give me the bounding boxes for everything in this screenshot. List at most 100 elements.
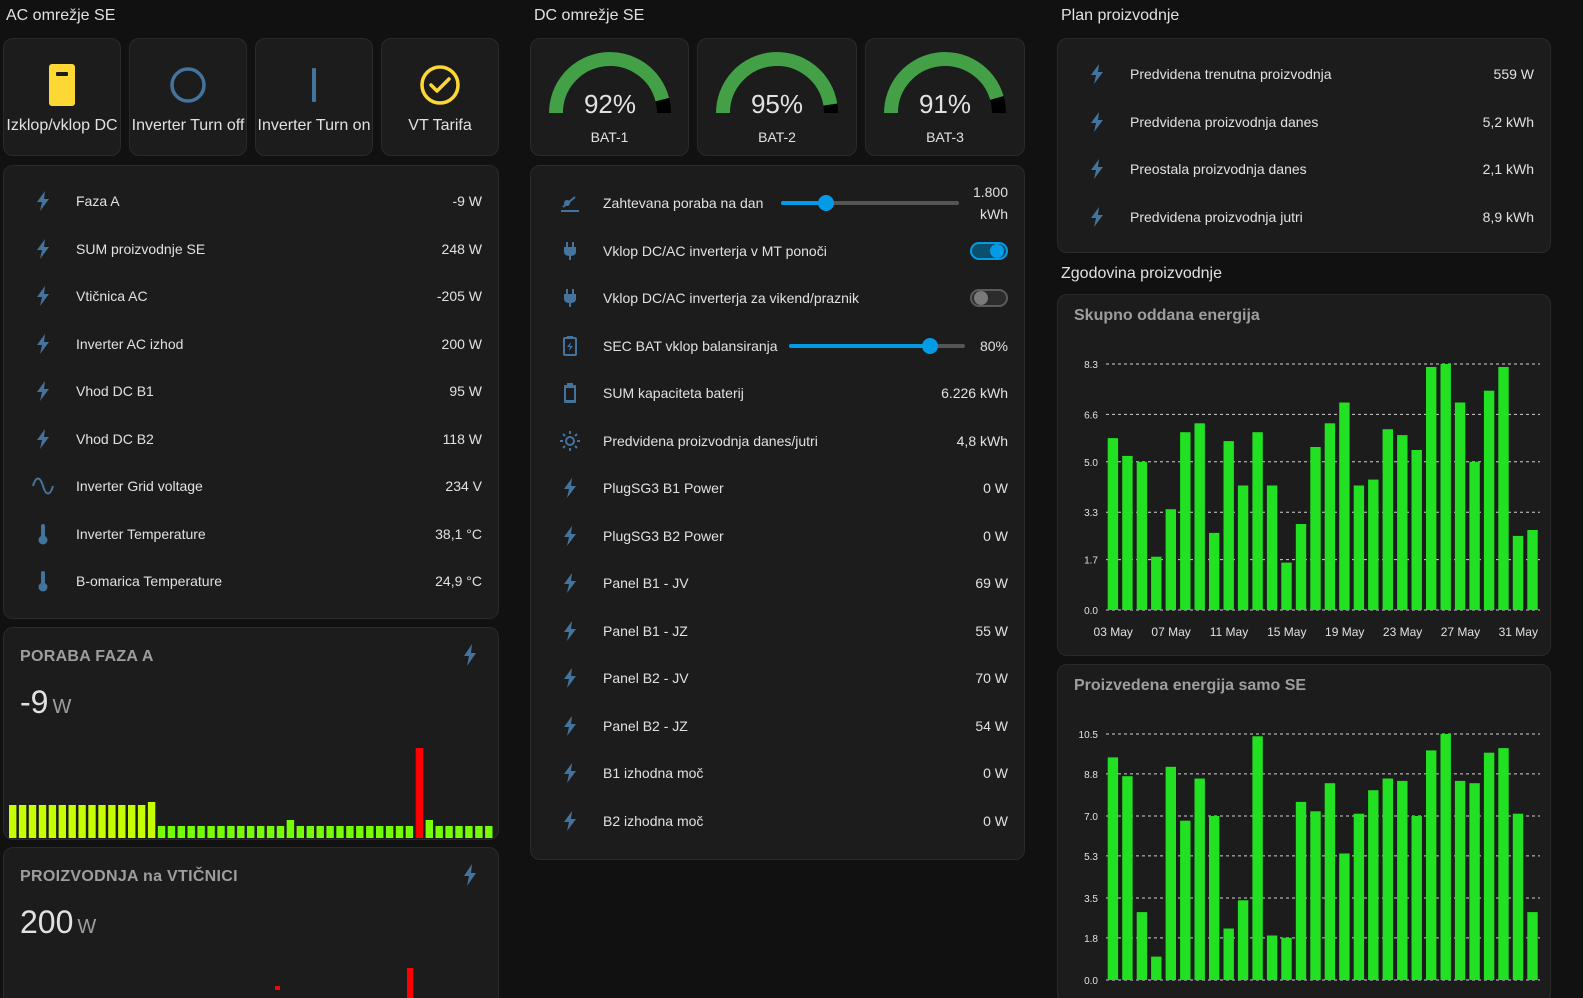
entity-row[interactable]: Inverter AC izhod 200 W — [4, 320, 498, 368]
battery-icon — [555, 382, 585, 404]
izklop-vklop-dc-button[interactable]: Izklop/vklop DC — [3, 38, 121, 156]
gauge-bat-3[interactable]: 91% BAT-3 — [865, 38, 1025, 156]
chart-bar — [1295, 524, 1307, 610]
entity-label: Faza A — [76, 193, 120, 209]
entity-row[interactable]: PlugSG3 B1 Power 0 W — [531, 464, 1024, 512]
gauge-arc: 95% — [716, 51, 838, 119]
spark-bar — [415, 748, 424, 838]
chart-title: Skupno oddana energija — [1074, 307, 1260, 324]
entity-value: 54 W — [975, 717, 1008, 734]
chart-bar — [1266, 935, 1278, 980]
chart-bar — [1426, 750, 1437, 980]
x-tick-label: 03 May — [1094, 625, 1133, 639]
entity-row[interactable]: Vklop DC/AC inverterja v MT ponoči — [531, 227, 1024, 275]
proizvodnja-vticnici-card[interactable]: PROIZVODNJA na VTIČNICI 200 W — [3, 847, 499, 998]
entity-label: Inverter AC izhod — [76, 335, 184, 352]
entity-row[interactable]: Predvidena proizvodnja danes/jutri 4,8 kW… — [531, 417, 1024, 465]
slider-knob[interactable] — [817, 195, 834, 211]
spark-bar — [445, 826, 453, 838]
plug-icon — [555, 241, 585, 261]
spark-bar — [275, 986, 280, 990]
spark-bar — [217, 826, 225, 838]
dc-column: DC omrežje SE — [528, 0, 1028, 32]
button-label: Inverter Turn on — [257, 117, 371, 134]
chart-bar — [1469, 783, 1480, 980]
chart-bar — [1397, 780, 1408, 980]
gauge-bat-2[interactable]: 95% BAT-2 — [697, 38, 857, 156]
entity-value: -205 W — [436, 288, 482, 304]
flash-icon — [28, 238, 58, 259]
x-tick-label: 11 May — [1210, 625, 1248, 639]
spark-bar — [128, 805, 136, 838]
entity-value: 24,9 °C — [435, 573, 482, 589]
entity-row[interactable]: Panel B2 - JZ 54 W — [531, 702, 1024, 750]
entity-row[interactable]: Preostala proizvodnja danes 2,1 kWh — [1058, 145, 1550, 193]
chart-bar — [1237, 900, 1249, 980]
entity-row[interactable]: Panel B2 - JV 70 W — [531, 654, 1024, 702]
inverter-turn-off-button[interactable]: Inverter Turn off — [129, 38, 247, 156]
chart-bar — [1281, 937, 1292, 980]
entity-row[interactable]: B-omarica Temperature 24,9 °C — [4, 557, 498, 605]
entity-row[interactable]: Inverter Temperature 38,1 °C — [4, 510, 498, 558]
spark-bar — [187, 826, 195, 838]
spark-bar — [286, 820, 295, 838]
entity-row[interactable]: B2 izhodna moč 0 W — [531, 797, 1024, 845]
chart-bar — [1194, 778, 1205, 980]
entity-row[interactable]: Panel B1 - JV 69 W — [531, 559, 1024, 607]
entity-row[interactable]: Zahtevana poraba na dan 1.800 kWh — [531, 179, 1024, 227]
y-tick-label: 8.3 — [1084, 360, 1098, 371]
spark-bar — [366, 826, 374, 838]
entity-row[interactable]: SUM kapaciteta baterij 6.226 kWh — [531, 369, 1024, 417]
entity-row[interactable]: Vtičnica AC -205 W — [4, 272, 498, 320]
entity-value: -9 W — [452, 193, 482, 209]
entity-row[interactable]: Predvidena trenutna proizvodnja 559 W — [1058, 50, 1550, 98]
gauge-fill — [716, 51, 838, 114]
entity-row[interactable]: SEC BAT vklop balansiranja 80% — [531, 322, 1024, 370]
spark-bar — [147, 802, 156, 838]
chart-bar — [1339, 853, 1350, 980]
entity-row[interactable]: Vhod DC B1 95 W — [4, 367, 498, 415]
entity-label: B2 izhodna moč — [603, 812, 704, 829]
chart-bar — [1107, 757, 1119, 980]
vt-tarifa-button[interactable]: VT Tarifa — [381, 38, 499, 156]
entity-row[interactable]: SUM proizvodnje SE 248 W — [4, 225, 498, 273]
gauge-bat-1[interactable]: 92% BAT-1 — [530, 38, 689, 156]
entity-row[interactable]: Vklop DC/AC inverterja za vikend/praznik — [531, 274, 1024, 322]
entity-row[interactable]: Predvidena proizvodnja danes 5,2 kWh — [1058, 98, 1550, 146]
toggle-switch[interactable] — [970, 289, 1008, 307]
entity-value: 6.226 kWh — [941, 385, 1008, 401]
toggle-knob — [990, 243, 1004, 258]
entity-label: Predvidena proizvodnja jutri — [1130, 208, 1303, 225]
entity-value: 69 W — [975, 575, 1008, 591]
plug-icon — [555, 288, 585, 308]
slider[interactable] — [781, 195, 959, 211]
entity-row[interactable]: Faza A -9 W — [4, 177, 498, 225]
x-tick-label: 07 May — [1151, 625, 1190, 639]
entity-label: PlugSG3 B1 Power — [603, 480, 724, 496]
entity-value-number: 1.800 — [972, 184, 1008, 200]
slider[interactable] — [789, 337, 965, 354]
toggle-switch[interactable] — [970, 241, 1008, 260]
entity-row[interactable]: B1 izhodna moč 0 W — [531, 749, 1024, 797]
poraba-faza-a-card[interactable]: PORABA FAZA A -9 W — [3, 627, 499, 840]
entity-row[interactable]: Predvidena proizvodnja jutri 8,9 kWh — [1058, 193, 1550, 241]
entity-row[interactable]: Vhod DC B2 118 W — [4, 415, 498, 463]
entity-label: Vhod DC B2 — [76, 430, 154, 447]
poraba-sparkline — [9, 748, 493, 838]
inverter-turn-on-button[interactable]: Inverter Turn on — [255, 38, 373, 156]
sine-wave-icon — [28, 476, 58, 496]
spark-bar — [306, 826, 314, 838]
entity-label: Preostala proizvodnja danes — [1130, 161, 1307, 177]
y-tick-label: 1.8 — [1084, 934, 1098, 945]
entity-label: SUM proizvodnje SE — [76, 240, 206, 257]
plan-column: Plan proizvodnje — [1055, 0, 1555, 32]
chart-bar — [1426, 367, 1437, 610]
spark-bar — [455, 826, 463, 838]
slider-knob[interactable] — [921, 337, 938, 354]
entity-row[interactable]: Inverter Grid voltage 234 V — [4, 462, 498, 510]
entity-label: Vklop DC/AC inverterja za vikend/praznik — [603, 290, 859, 306]
chart-bar — [1454, 402, 1466, 610]
spark-bar — [266, 826, 275, 838]
entity-row[interactable]: Panel B1 - JZ 55 W — [531, 607, 1024, 655]
entity-row[interactable]: PlugSG3 B2 Power 0 W — [531, 512, 1024, 560]
